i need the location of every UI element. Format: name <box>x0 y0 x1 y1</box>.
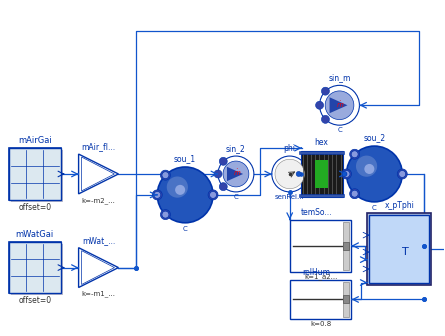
Circle shape <box>342 171 347 176</box>
Wedge shape <box>161 170 170 180</box>
Text: relHum: relHum <box>302 267 330 277</box>
Text: C: C <box>372 205 377 211</box>
Polygon shape <box>227 167 243 181</box>
Circle shape <box>223 161 249 187</box>
Text: mAir_fl...: mAir_fl... <box>81 142 116 151</box>
FancyBboxPatch shape <box>11 244 63 295</box>
Text: phi: phi <box>284 144 296 153</box>
Circle shape <box>162 211 169 218</box>
FancyBboxPatch shape <box>9 148 61 200</box>
Text: x_pTphi: x_pTphi <box>384 201 414 210</box>
FancyBboxPatch shape <box>290 280 352 320</box>
Wedge shape <box>219 183 227 191</box>
Text: sou_1: sou_1 <box>174 154 196 163</box>
Circle shape <box>347 146 402 202</box>
Wedge shape <box>208 190 218 200</box>
Circle shape <box>154 192 161 198</box>
FancyBboxPatch shape <box>343 222 349 269</box>
Circle shape <box>399 170 406 177</box>
Text: hex: hex <box>315 138 328 147</box>
Wedge shape <box>316 101 324 109</box>
FancyBboxPatch shape <box>290 220 352 271</box>
Text: mWatGai: mWatGai <box>16 230 54 239</box>
FancyBboxPatch shape <box>343 242 349 250</box>
Wedge shape <box>397 169 407 179</box>
Polygon shape <box>79 154 118 194</box>
FancyBboxPatch shape <box>368 213 431 285</box>
Text: C: C <box>183 226 187 232</box>
Text: $\dot{m}$: $\dot{m}$ <box>233 168 241 178</box>
FancyBboxPatch shape <box>11 150 63 202</box>
Text: mWat_...: mWat_... <box>82 236 115 245</box>
FancyBboxPatch shape <box>301 151 343 197</box>
Circle shape <box>351 190 358 197</box>
Circle shape <box>351 151 358 158</box>
Circle shape <box>356 156 377 177</box>
FancyBboxPatch shape <box>299 194 344 197</box>
Circle shape <box>364 164 374 174</box>
Wedge shape <box>161 210 170 220</box>
Circle shape <box>343 170 350 177</box>
Text: mAirGai: mAirGai <box>18 136 52 145</box>
Text: C: C <box>234 194 239 200</box>
Circle shape <box>320 85 360 125</box>
Wedge shape <box>321 87 329 95</box>
Wedge shape <box>321 115 329 123</box>
Circle shape <box>175 185 185 195</box>
Text: sin_m: sin_m <box>328 73 351 82</box>
Wedge shape <box>152 190 162 200</box>
Polygon shape <box>79 248 118 288</box>
Circle shape <box>218 156 254 192</box>
FancyBboxPatch shape <box>316 160 328 188</box>
FancyBboxPatch shape <box>9 148 61 200</box>
FancyBboxPatch shape <box>299 151 344 154</box>
Text: $\dot{m}$: $\dot{m}$ <box>336 99 345 110</box>
Text: T: T <box>402 247 409 257</box>
Wedge shape <box>214 170 222 178</box>
Circle shape <box>157 167 213 223</box>
Wedge shape <box>219 157 227 165</box>
FancyBboxPatch shape <box>9 242 61 293</box>
Circle shape <box>325 91 354 120</box>
Polygon shape <box>330 97 348 113</box>
Text: offset=0: offset=0 <box>18 203 51 212</box>
Wedge shape <box>341 169 352 179</box>
Text: k=1_a2...: k=1_a2... <box>304 274 337 280</box>
Text: sou_2: sou_2 <box>363 133 385 142</box>
Text: k=0.8: k=0.8 <box>310 321 331 327</box>
Text: k=-m2_...: k=-m2_... <box>81 197 115 204</box>
Text: temSo...: temSo... <box>300 208 332 217</box>
Text: sin_2: sin_2 <box>226 144 246 153</box>
Text: k=-m1_...: k=-m1_... <box>81 291 116 297</box>
Circle shape <box>167 176 188 198</box>
Text: senRel...: senRel... <box>275 194 304 200</box>
Circle shape <box>272 156 307 192</box>
FancyBboxPatch shape <box>369 215 429 283</box>
Wedge shape <box>350 149 360 159</box>
FancyBboxPatch shape <box>9 242 61 293</box>
Circle shape <box>296 171 301 176</box>
FancyBboxPatch shape <box>343 295 349 303</box>
Circle shape <box>210 192 217 198</box>
Text: offset=0: offset=0 <box>18 296 51 305</box>
Circle shape <box>162 172 169 179</box>
FancyBboxPatch shape <box>343 282 349 318</box>
Circle shape <box>275 159 304 189</box>
Text: C: C <box>337 127 342 133</box>
Wedge shape <box>350 189 360 199</box>
